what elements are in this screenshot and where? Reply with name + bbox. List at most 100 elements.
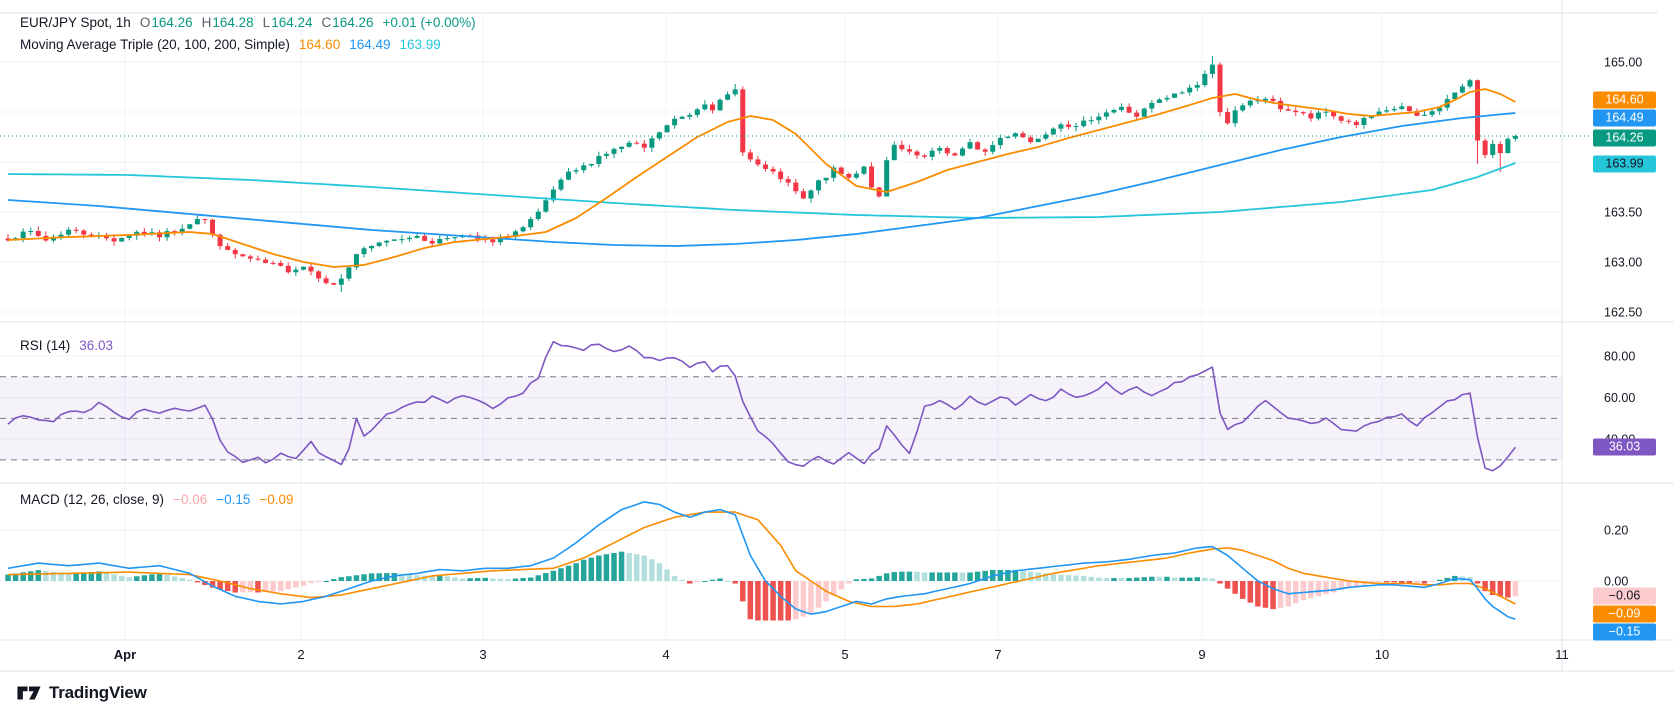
macd-hist-bar: [1232, 581, 1238, 594]
candle-body: [444, 238, 450, 240]
macd-hist-bar: [452, 577, 458, 581]
macd-hist-bar: [1050, 574, 1057, 581]
macd-hist-bar: [664, 569, 670, 581]
macd-legend[interactable]: MACD (12, 26, close, 9) −0.06 −0.15 −0.0…: [20, 491, 294, 508]
candle-body: [81, 230, 87, 235]
candle-body: [338, 278, 344, 285]
macd-hist-bar: [709, 579, 716, 581]
candle-body: [1490, 144, 1496, 156]
candle-body: [535, 211, 541, 220]
macd-hist-bar: [755, 581, 761, 621]
macd-hist-bar: [361, 574, 367, 581]
candle-body: [778, 171, 784, 180]
macd-hist-bar: [330, 579, 337, 581]
time-axis[interactable]: [0, 641, 1562, 671]
candle-body: [694, 109, 700, 115]
macd-hist-bar: [815, 581, 822, 608]
candle-body: [1482, 140, 1488, 156]
macd-hist-bar: [406, 574, 413, 581]
macd-hist-badge: −0.06: [1593, 587, 1656, 605]
candle-body: [323, 278, 329, 284]
candle-body: [202, 219, 208, 221]
time-tick: 3: [479, 647, 486, 662]
candle-body: [763, 164, 768, 169]
candle-body: [1376, 111, 1382, 116]
macd-hist-bar: [1224, 581, 1231, 589]
candle-body: [240, 254, 246, 257]
macd-hist-bar: [868, 578, 875, 581]
candle-body: [1361, 118, 1367, 126]
macd-tick: 0.00: [1604, 575, 1628, 589]
macd-hist-bar: [391, 573, 398, 581]
candle-body: [1315, 112, 1321, 119]
time-tick: 10: [1375, 647, 1389, 662]
time-tick: 5: [841, 647, 848, 662]
candle-body: [800, 191, 806, 199]
macd-hist-bar: [1111, 578, 1117, 581]
rsi-tick: 60.00: [1604, 391, 1635, 405]
tradingview-logo-text: TradingView: [49, 683, 147, 702]
macd-hist-bar: [649, 559, 655, 581]
ohlc-high: H 164.28: [201, 15, 254, 30]
candle-body: [1194, 85, 1200, 88]
macd-hist-bar: [209, 581, 216, 588]
candle-body: [528, 219, 534, 228]
macd-hist-bar: [194, 581, 201, 583]
macd-hist-bar: [164, 574, 170, 581]
candle-body: [1058, 124, 1064, 129]
macd-hist-bar: [444, 576, 451, 581]
macd-hist-bar: [43, 570, 49, 581]
macd-hist-bar: [1421, 581, 1428, 584]
candle-body: [543, 200, 549, 212]
candle-body: [361, 248, 367, 255]
macd-hist-bar: [1293, 581, 1299, 604]
candle-body: [1179, 92, 1185, 94]
candle-body: [1081, 120, 1087, 127]
candle-body: [1467, 80, 1473, 87]
ma-legend[interactable]: Moving Average Triple (20, 100, 200, Sim…: [20, 36, 441, 53]
candle-body: [1331, 111, 1337, 117]
macd-hist-bar: [1497, 581, 1504, 597]
candle-body: [1399, 106, 1405, 110]
macd-hist-bar: [437, 575, 443, 581]
macd-hist-bar: [126, 577, 132, 581]
candle-body: [217, 234, 223, 247]
macd-hist-bar: [565, 565, 572, 581]
macd-hist-bar: [187, 579, 193, 581]
tradingview-logo[interactable]: TradingView: [16, 682, 147, 704]
macd-hist-bar: [883, 573, 890, 581]
rsi-legend[interactable]: RSI (14) 36.03: [20, 337, 113, 354]
macd-hist-bar: [633, 554, 640, 581]
macd-hist-bar: [1414, 581, 1420, 584]
candle-body: [1429, 111, 1435, 115]
candle-body: [869, 166, 875, 188]
ma20-line: [7, 88, 1516, 268]
macd-hist-bar: [785, 581, 791, 621]
macd-hist-bar: [1126, 578, 1132, 581]
macd-hist-bar: [1436, 579, 1443, 581]
macd-hist-bar: [88, 571, 95, 581]
macd-hist-bar: [482, 577, 488, 581]
candle-body: [649, 138, 655, 148]
symbol-legend[interactable]: EUR/JPY Spot, 1h O 164.26 H 164.28 L 164.24…: [20, 14, 476, 31]
candles: [5, 56, 1518, 292]
macd-hist-bar: [134, 576, 140, 581]
macd-hist-bar: [747, 581, 754, 620]
macd-hist-bar: [1262, 581, 1269, 608]
macd-hist-bar: [1277, 581, 1284, 608]
macd-hist-bar: [346, 576, 352, 581]
candle-body: [975, 142, 981, 150]
macd-hist-bar: [467, 578, 473, 581]
macd-hist-bar: [1239, 581, 1246, 599]
macd-hist-bar: [35, 570, 42, 581]
candle-body: [1096, 116, 1102, 121]
candle-body: [785, 179, 791, 183]
candle-body: [1308, 113, 1314, 119]
candle-body: [846, 173, 852, 178]
macd-hist-bar: [558, 568, 564, 581]
macd-hist-bar: [808, 581, 814, 615]
macd-hist-bar: [770, 581, 776, 621]
macd-hist-bar: [323, 581, 329, 582]
last-price-badge: 164.26: [1593, 129, 1656, 147]
